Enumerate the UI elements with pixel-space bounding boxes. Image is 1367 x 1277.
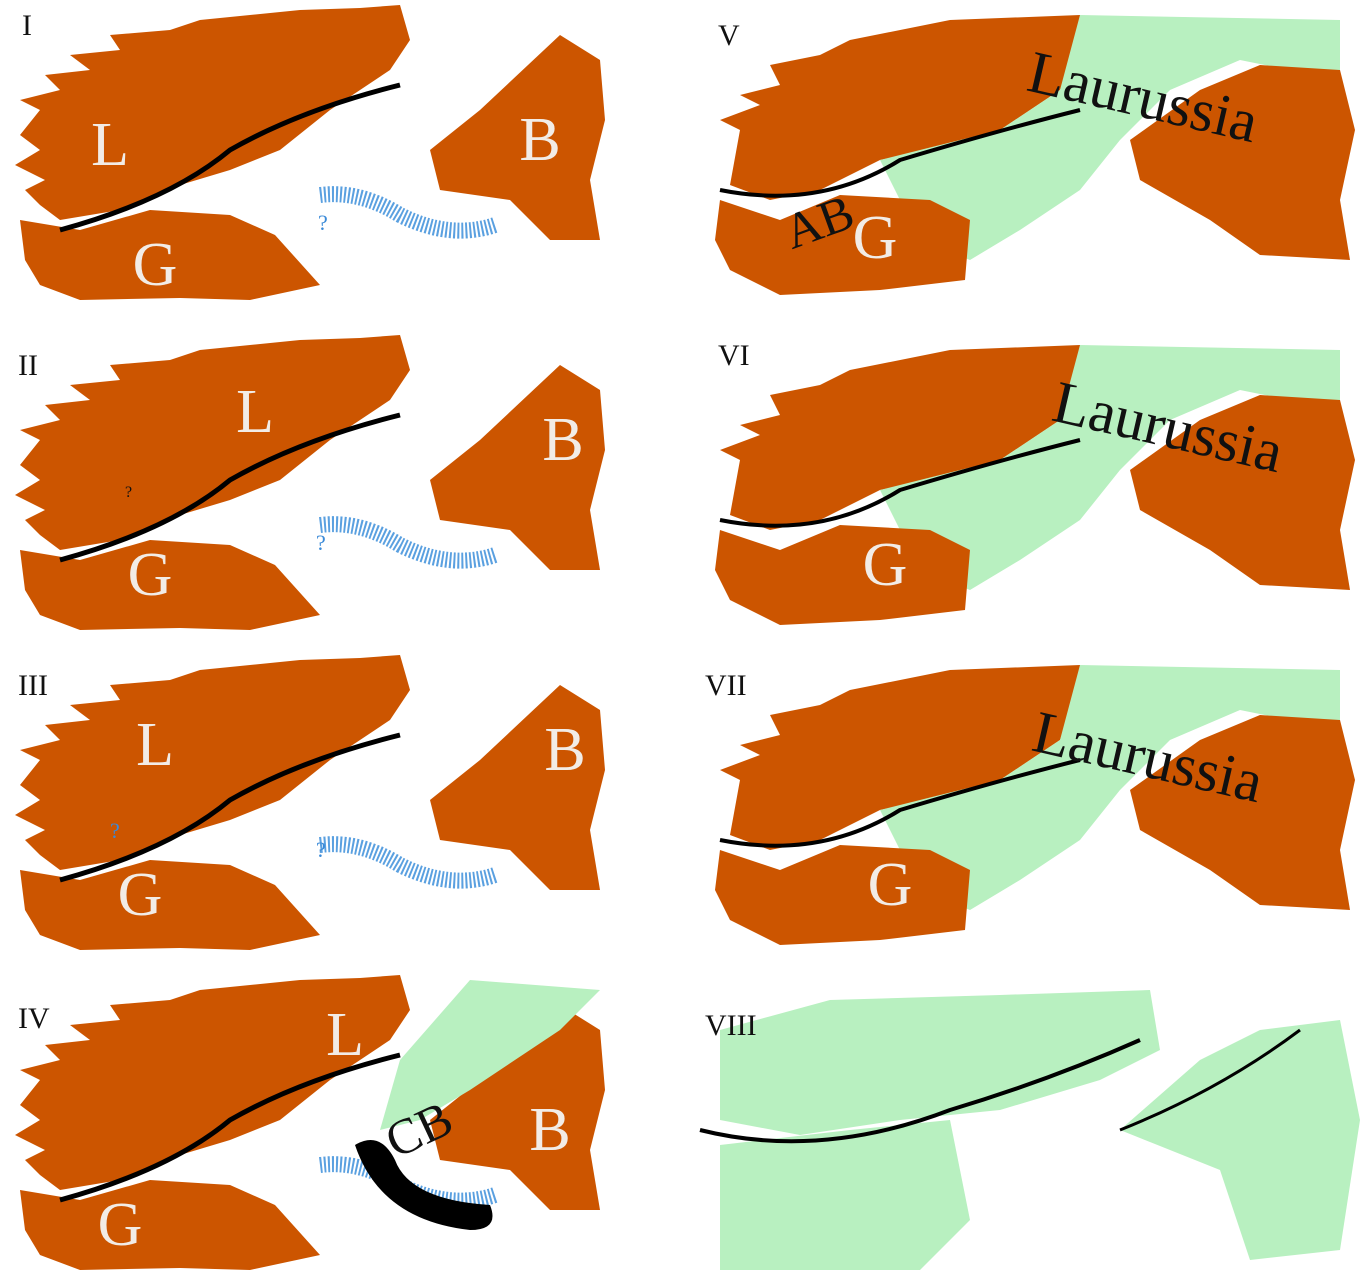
panel-label: VII — [705, 669, 747, 702]
label: G — [868, 851, 913, 919]
label: G — [118, 861, 163, 929]
label: B — [544, 716, 585, 784]
label: B — [529, 1096, 570, 1164]
label: G — [98, 1191, 143, 1259]
panel-6 — [713, 343, 1357, 627]
panel-3 — [15, 655, 605, 950]
label: B — [519, 106, 560, 174]
label: ? — [318, 210, 328, 235]
label: G — [128, 541, 173, 609]
panel-label: VI — [718, 339, 750, 372]
label: ? — [316, 837, 326, 862]
label: G — [863, 531, 908, 599]
panel-label: VIII — [705, 1009, 757, 1042]
panel-label: I — [22, 9, 32, 42]
panel-4 — [15, 975, 605, 1270]
label: G — [853, 204, 898, 272]
label: L — [136, 711, 174, 779]
panel-2 — [15, 335, 605, 630]
label: L — [326, 1001, 364, 1069]
panel-8 — [699, 990, 1360, 1270]
panel-label: V — [718, 19, 740, 52]
label: ? — [125, 484, 132, 501]
label: ? — [110, 818, 120, 843]
panel-label: II — [18, 349, 38, 382]
label: B — [542, 406, 583, 474]
panel-label: IV — [18, 1002, 50, 1035]
panel-label: III — [18, 669, 48, 702]
panel-7 — [713, 663, 1357, 947]
label: L — [236, 378, 274, 446]
label: ? — [316, 530, 326, 555]
label: G — [133, 231, 178, 299]
label: L — [91, 111, 129, 179]
